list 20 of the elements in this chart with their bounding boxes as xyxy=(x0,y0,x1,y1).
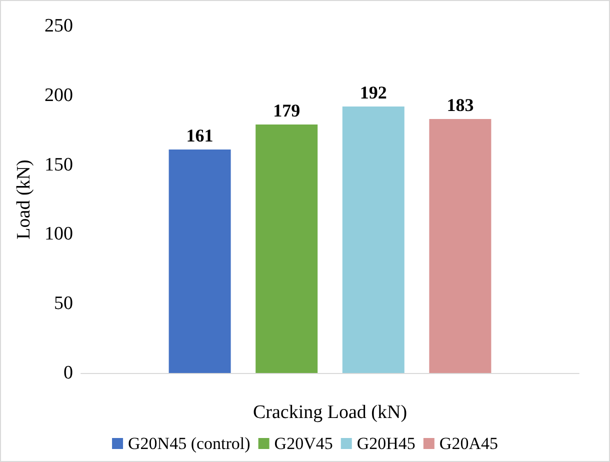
legend-label: G20A45 xyxy=(439,434,498,453)
y-tick-label: 100 xyxy=(44,224,73,245)
y-tick-label: 50 xyxy=(54,293,73,314)
data-label: 183 xyxy=(446,94,474,115)
y-tick-label: 150 xyxy=(44,154,73,176)
bar xyxy=(429,118,492,373)
bar xyxy=(342,106,404,373)
y-tick-label: 200 xyxy=(44,84,73,106)
legend-label: G20N45 (control) xyxy=(128,434,250,453)
legend-label: G20V45 xyxy=(274,434,333,453)
data-label: 192 xyxy=(360,82,387,103)
y-axis-title: Load (kN) xyxy=(14,160,35,240)
y-tick-label: 250 xyxy=(44,16,73,36)
legend-label: G20H45 xyxy=(356,434,416,453)
bar xyxy=(168,150,231,373)
x-axis-title: Cracking Load (kN) xyxy=(252,402,408,423)
bar xyxy=(256,124,318,373)
data-label: 179 xyxy=(273,100,300,121)
data-label: 161 xyxy=(186,126,214,146)
y-tick-label: 0 xyxy=(64,362,73,384)
